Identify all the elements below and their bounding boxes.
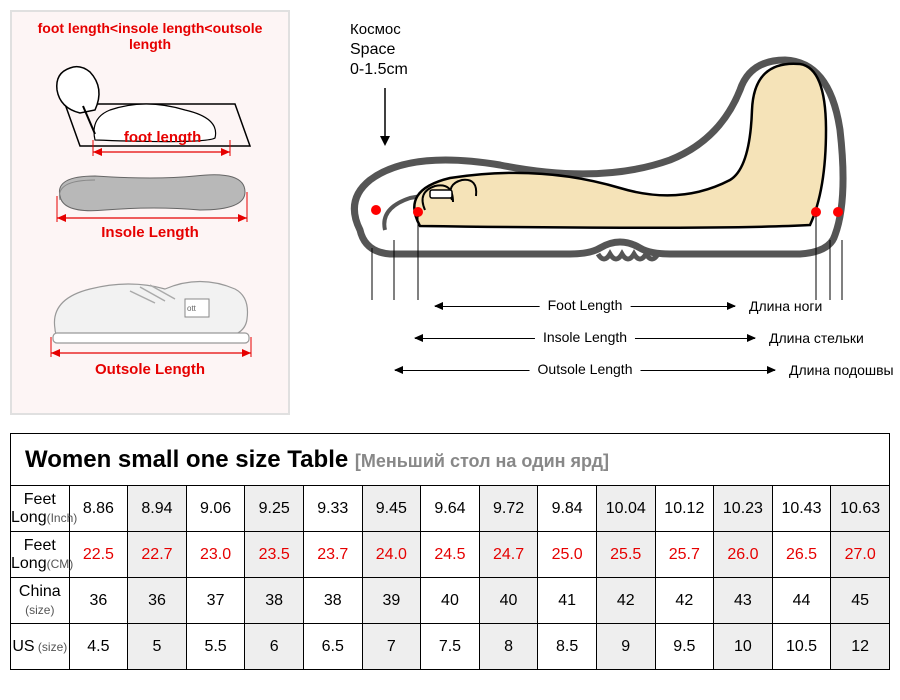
table-row: Feet Long(CM)22.522.723.023.523.724.024.… (11, 532, 890, 578)
size-cell: 12 (831, 624, 890, 670)
size-cell: 8.94 (128, 486, 187, 532)
dimension-label-en: Outsole Length (530, 361, 641, 377)
size-cell: 9.72 (479, 486, 538, 532)
table-title-sub: [Меньший стол на один ярд] (355, 451, 609, 471)
size-cell: 25.7 (655, 532, 714, 578)
insole-length-label: Insole Length (101, 224, 199, 241)
size-cell: 9.45 (362, 486, 421, 532)
dimension-line: Insole Length (415, 338, 755, 339)
table-row: China (size)3636373838394040414242434445 (11, 578, 890, 624)
size-cell: 41 (538, 578, 597, 624)
size-cell: 8 (479, 624, 538, 670)
dimension-label-en: Foot Length (540, 297, 631, 313)
size-cell: 9.84 (538, 486, 597, 532)
size-cell: 24.7 (479, 532, 538, 578)
size-cell: 22.5 (69, 532, 128, 578)
row-label: Feet Long(CM) (11, 532, 70, 578)
size-cell: 10.43 (772, 486, 831, 532)
space-label-ru: Космос (350, 20, 408, 40)
dimension-label-ru: Длина ноги (749, 298, 822, 314)
length-relation-title: foot length<insole length<outsole length (24, 20, 276, 52)
size-cell: 26.5 (772, 532, 831, 578)
table-title-cell: Women small one size Table [Меньший стол… (11, 434, 890, 486)
size-cell: 42 (596, 578, 655, 624)
outsole-length-label: Outsole Length (95, 361, 205, 378)
size-cell: 5.5 (186, 624, 245, 670)
dimension-lines: Foot Length Длина ноги Insole LengthДлина … (355, 290, 855, 386)
size-cell: 9.06 (186, 486, 245, 532)
size-cell: 7 (362, 624, 421, 670)
table-row: Feet Long(Inch)8.868.949.069.259.339.459… (11, 486, 890, 532)
size-cell: 38 (245, 578, 304, 624)
size-cell: 43 (714, 578, 773, 624)
size-cell: 27.0 (831, 532, 890, 578)
size-cell: 10.23 (714, 486, 773, 532)
size-cell: 6.5 (303, 624, 362, 670)
size-cell: 40 (479, 578, 538, 624)
size-cell: 23.5 (245, 532, 304, 578)
size-cell: 10 (714, 624, 773, 670)
size-cell: 38 (303, 578, 362, 624)
sneaker-icon: ott (35, 259, 265, 359)
foot-length-label: foot length (124, 129, 201, 146)
size-cell: 25.5 (596, 532, 655, 578)
size-cell: 24.0 (362, 532, 421, 578)
size-cell: 22.7 (128, 532, 187, 578)
foot-measure-diagram: foot length (24, 58, 276, 158)
svg-text:ott: ott (187, 304, 197, 313)
size-cell: 9.5 (655, 624, 714, 670)
size-cell: 45 (831, 578, 890, 624)
dimension-row: Insole LengthДлина стельки (355, 322, 855, 354)
size-chart-table: Women small one size Table [Меньший стол… (10, 433, 890, 670)
size-cell: 9.25 (245, 486, 304, 532)
row-label: Feet Long(Inch) (11, 486, 70, 532)
size-cell: 10.12 (655, 486, 714, 532)
insole-icon (45, 166, 255, 222)
size-cell: 8.86 (69, 486, 128, 532)
size-cell: 9.33 (303, 486, 362, 532)
size-cell: 10.04 (596, 486, 655, 532)
size-cell: 6 (245, 624, 304, 670)
table-row: US (size)4.555.566.577.588.599.51010.512 (11, 624, 890, 670)
shoe-cross-section-panel: Космос Space 0-1.5cm (300, 10, 890, 415)
dimension-label-ru: Длина стельки (769, 330, 864, 346)
size-cell: 36 (128, 578, 187, 624)
dimension-row: Foot Length Длина ноги (355, 290, 855, 322)
size-cell: 26.0 (714, 532, 773, 578)
size-cell: 25.0 (538, 532, 597, 578)
top-section: foot length<insole length<outsole length… (10, 10, 890, 415)
shoe-cross-section-icon (340, 40, 860, 300)
dimension-label-en: Insole Length (535, 329, 635, 345)
dimension-label-ru: Длина подошвы (789, 362, 894, 378)
size-cell: 7.5 (421, 624, 480, 670)
size-cell: 37 (186, 578, 245, 624)
table-title: Women small one size Table (25, 446, 348, 473)
dimension-line: Foot Length (435, 306, 735, 307)
outsole-diagram: ott Outsole Length (24, 248, 276, 388)
size-cell: 9.64 (421, 486, 480, 532)
size-cell: 40 (421, 578, 480, 624)
size-cell: 44 (772, 578, 831, 624)
insole-diagram: Insole Length (24, 158, 276, 248)
size-cell: 42 (655, 578, 714, 624)
dimension-row: Outsole LengthДлина подошвы (355, 354, 855, 386)
size-cell: 9 (596, 624, 655, 670)
size-cell: 23.7 (303, 532, 362, 578)
size-cell: 24.5 (421, 532, 480, 578)
size-cell: 23.0 (186, 532, 245, 578)
size-cell: 10.63 (831, 486, 890, 532)
dimension-line: Outsole Length (395, 370, 775, 371)
size-cell: 4.5 (69, 624, 128, 670)
size-cell: 8.5 (538, 624, 597, 670)
size-cell: 10.5 (772, 624, 831, 670)
row-label: US (size) (11, 624, 70, 670)
size-cell: 36 (69, 578, 128, 624)
row-label: China (size) (11, 578, 70, 624)
size-cell: 39 (362, 578, 421, 624)
left-info-panel: foot length<insole length<outsole length… (10, 10, 290, 415)
size-cell: 5 (128, 624, 187, 670)
